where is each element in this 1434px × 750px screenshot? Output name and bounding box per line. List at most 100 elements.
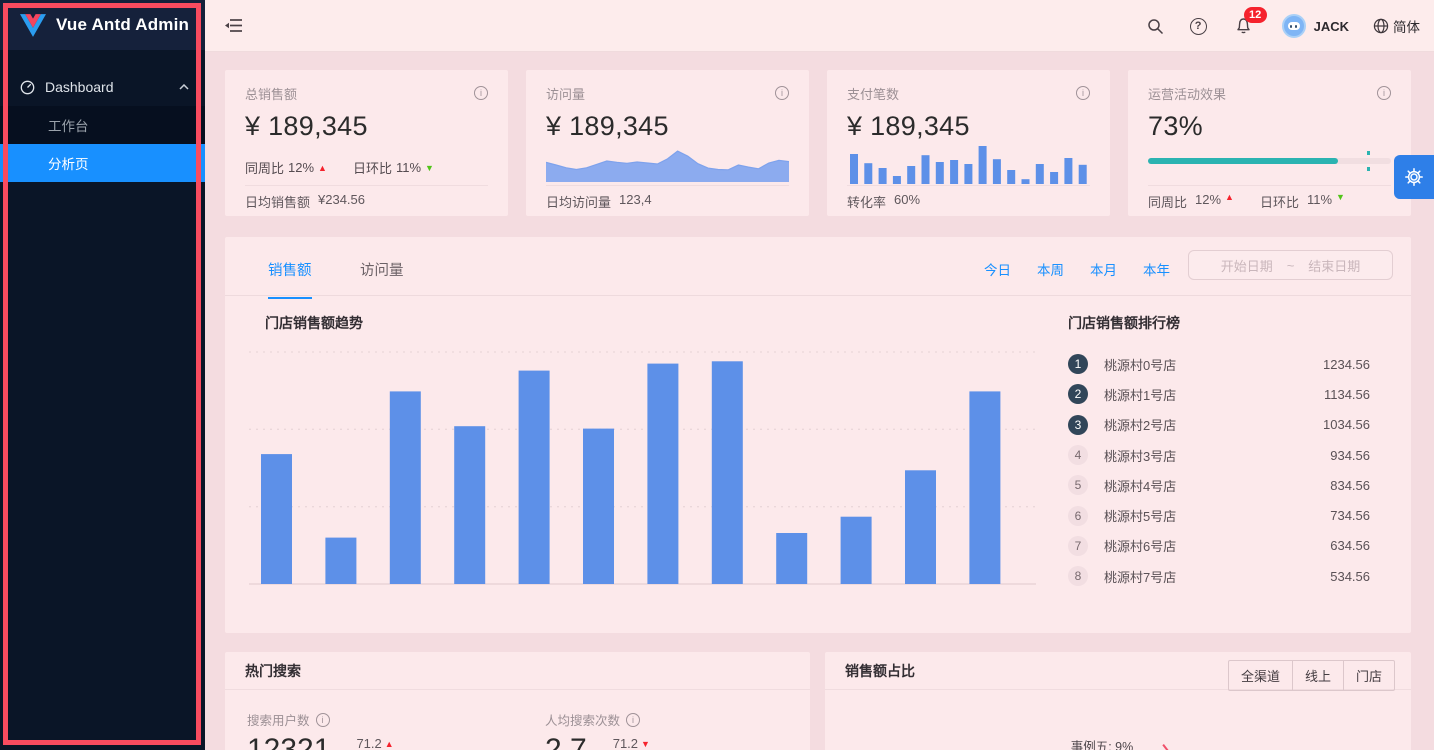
info-icon[interactable]: i [1377, 86, 1391, 100]
info-icon[interactable]: i [1076, 86, 1090, 100]
segment-stores[interactable]: 门店 [1342, 661, 1394, 690]
progress-marker [1366, 167, 1370, 171]
metric-value: 12321 [247, 733, 331, 750]
date-range-input[interactable]: 开始日期 ~ 结束日期 [1188, 250, 1393, 280]
end-date-placeholder: 结束日期 [1308, 258, 1361, 274]
store-name: 桃源村2号店 [1104, 418, 1177, 434]
start-date-placeholder: 开始日期 [1220, 258, 1273, 274]
tab-sales[interactable]: 销售额 [268, 259, 312, 299]
ranking-row: 2 桃源村1号店 1134.56 [1068, 379, 1370, 409]
channel-segmented-control: 全渠道 线上 门店 [1227, 660, 1395, 691]
trend-row: 同周比 12% ▲ 日环比 11% ▼ [245, 160, 434, 176]
stat-card-operation-effect: 运营活动效果 i 73% 同周比 12% ▲ 日环比 11% ▼ [1128, 70, 1411, 216]
metric-delta: 71.2 ▼ [612, 736, 650, 750]
range-today[interactable]: 今日 [984, 263, 1011, 278]
app-title: Vue Antd Admin [56, 15, 190, 34]
store-value: 634.56 [1330, 538, 1370, 554]
info-icon[interactable]: i [474, 86, 488, 100]
sidebar-item-label: 工作台 [48, 119, 89, 134]
range-month[interactable]: 本月 [1090, 263, 1117, 278]
range-week[interactable]: 本周 [1037, 263, 1064, 278]
notification-bell[interactable]: 12 [1235, 7, 1267, 35]
card-title: 热门搜索 [245, 662, 301, 679]
rank-badge: 1 [1068, 354, 1088, 375]
stat-card-total-sales: 总销售额 i ¥ 189,345 同周比 12% ▲ 日环比 11% ▼ 日均销售额… [225, 70, 508, 216]
progress-marker [1366, 151, 1370, 155]
ranking-row: 3 桃源村2号店 1034.56 [1068, 410, 1370, 440]
rank-badge: 2 [1068, 384, 1088, 405]
store-ranking-list: 1 桃源村0号店 1234.56 2 桃源村1号店 1134.56 3 桃源村2号店 1034.… [1068, 349, 1370, 591]
trend-up-icon: ▲ [384, 738, 394, 749]
store-value: 834.56 [1330, 477, 1370, 493]
ranking-row: 8 桃源村7号店 534.56 [1068, 561, 1370, 591]
rank-badge: 4 [1068, 445, 1088, 466]
dashboard-icon [20, 80, 35, 94]
trend-down-icon: ▼ [1336, 192, 1345, 202]
dashboard-submenu: 工作台 分析页 [0, 106, 205, 182]
divider [1148, 185, 1391, 186]
gear-icon [1405, 168, 1423, 186]
store-value: 1234.56 [1323, 356, 1370, 372]
tab-visits[interactable]: 访问量 [360, 263, 404, 279]
store-value: 1134.56 [1323, 386, 1370, 402]
globe-icon [1373, 18, 1389, 34]
app-logo[interactable]: Vue Antd Admin [0, 0, 205, 50]
stat-value: ¥ 189,345 [546, 111, 669, 141]
divider [847, 185, 1090, 186]
username[interactable]: JACK [1313, 18, 1349, 34]
stat-footer: 同周比 12% ▲ 日环比 11% ▼ [1148, 192, 1345, 210]
info-icon[interactable]: i [775, 86, 789, 100]
store-value: 734.56 [1330, 508, 1370, 524]
hot-search-card: 热门搜索 搜索用户数 i 12321 71.2 ▲ 人均搜索次数 i 2.7 [225, 652, 810, 750]
avatar[interactable] [1281, 14, 1306, 38]
segment-all-channels[interactable]: 全渠道 [1229, 661, 1292, 690]
payments-bar-chart [850, 146, 1087, 184]
sidebar-item-dashboard[interactable]: Dashboard [0, 68, 205, 106]
divider [245, 185, 488, 186]
stat-title: 访问量 [546, 86, 586, 102]
visits-area-chart [545, 150, 790, 182]
stat-footer: 日均访问量 123,4 [546, 192, 652, 210]
sales-tabbar: 销售额 访问量 今日 本周 本月 本年 开始日期 ~ 结束日期 [225, 237, 1411, 299]
ranking-row: 4 桃源村3号店 934.56 [1068, 440, 1370, 470]
ranking-row: 7 桃源村6号店 634.56 [1068, 531, 1370, 561]
sidebar-item-label: Dashboard [45, 79, 114, 95]
store-name: 桃源村4号店 [1104, 478, 1177, 494]
ranking-row: 1 桃源村0号店 1234.56 [1068, 349, 1370, 379]
stat-value: ¥ 189,345 [847, 111, 970, 141]
pie-slice-label: 事例五: 9% [1070, 740, 1134, 750]
store-name: 桃源村3号店 [1104, 448, 1177, 464]
metric-search-per-user: 人均搜索次数 i 2.7 71.2 ▼ [545, 710, 650, 750]
rank-badge: 7 [1068, 535, 1088, 556]
sales-panel: 销售额 访问量 今日 本周 本月 本年 开始日期 ~ 结束日期 门店销售额趋势 … [225, 237, 1411, 633]
segment-online[interactable]: 线上 [1291, 661, 1343, 690]
range-year[interactable]: 本年 [1143, 263, 1170, 278]
search-icon[interactable] [1147, 18, 1164, 35]
menu-fold-icon[interactable] [225, 18, 243, 38]
vue-logo-icon [20, 13, 46, 37]
store-name: 桃源村1号店 [1104, 387, 1177, 403]
notification-badge: 12 [1243, 7, 1267, 23]
rank-badge: 8 [1068, 566, 1088, 587]
metric-delta: 71.2 ▲ [356, 736, 394, 750]
header-actions: ? 12 JACK 简体 [1147, 0, 1420, 52]
operation-progress-bar [1148, 151, 1391, 171]
language-switcher[interactable]: 简体 [1373, 16, 1420, 36]
help-icon[interactable]: ? [1189, 17, 1207, 35]
stat-value: ¥ 189,345 [245, 111, 368, 141]
language-label: 简体 [1393, 20, 1420, 35]
info-icon[interactable]: i [315, 712, 330, 727]
store-value: 534.56 [1330, 568, 1370, 584]
settings-button[interactable] [1394, 155, 1434, 199]
rank-badge: 3 [1068, 414, 1088, 435]
sidebar-item-workbench[interactable]: 工作台 [0, 106, 205, 144]
rank-badge: 5 [1068, 475, 1088, 496]
ranking-row: 6 桃源村5号店 734.56 [1068, 500, 1370, 530]
info-icon[interactable]: i [626, 712, 641, 727]
metric-value: 2.7 [545, 733, 587, 750]
chart-title: 门店销售额趋势 [265, 315, 363, 331]
store-value: 934.56 [1330, 447, 1370, 463]
card-title: 销售额占比 [845, 662, 915, 679]
sidebar-item-analysis[interactable]: 分析页 [0, 144, 205, 182]
stat-title: 总销售额 [245, 86, 298, 102]
